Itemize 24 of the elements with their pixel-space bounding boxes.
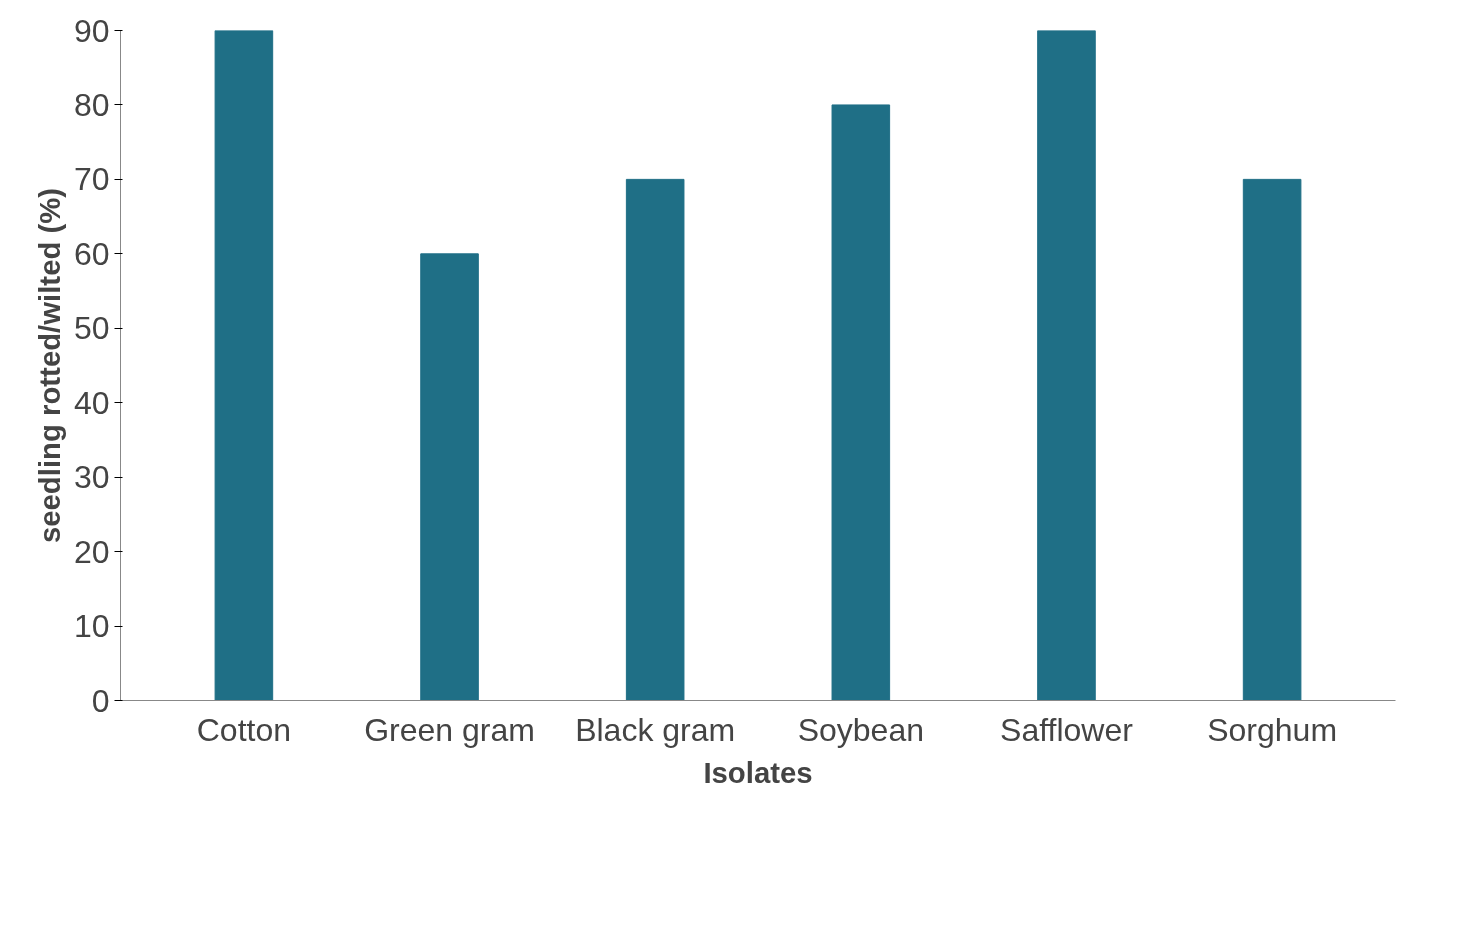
x-axis-title: Isolates bbox=[703, 755, 813, 789]
x-tick-label: Safflower bbox=[1000, 711, 1134, 748]
x-tick-label: Cotton bbox=[196, 711, 292, 748]
y-tick-label: 20 bbox=[73, 533, 110, 570]
y-tick-label: 80 bbox=[73, 86, 110, 123]
bar bbox=[214, 30, 274, 701]
y-axis-title: seedling rotted/wilted (%) bbox=[32, 187, 66, 544]
bar bbox=[625, 178, 685, 701]
y-tick-label: 30 bbox=[73, 459, 110, 496]
y-tick-label: 70 bbox=[73, 161, 110, 198]
y-tick-label: 40 bbox=[73, 384, 110, 421]
bar bbox=[831, 104, 891, 701]
x-tick-label: Green gram bbox=[364, 711, 535, 748]
x-tick-label: Black gram bbox=[575, 711, 736, 748]
y-tick-label: 0 bbox=[91, 682, 110, 719]
x-tick-label: Soybean bbox=[797, 711, 924, 748]
bar bbox=[420, 253, 479, 701]
x-tick-label: Sorghum bbox=[1207, 711, 1338, 748]
y-tick-label: 10 bbox=[73, 608, 110, 645]
y-tick-label: 90 bbox=[73, 12, 110, 49]
bar bbox=[1037, 30, 1096, 701]
bar bbox=[1242, 178, 1302, 701]
y-tick-label: 60 bbox=[73, 235, 110, 272]
y-tick-label: 50 bbox=[73, 310, 110, 347]
